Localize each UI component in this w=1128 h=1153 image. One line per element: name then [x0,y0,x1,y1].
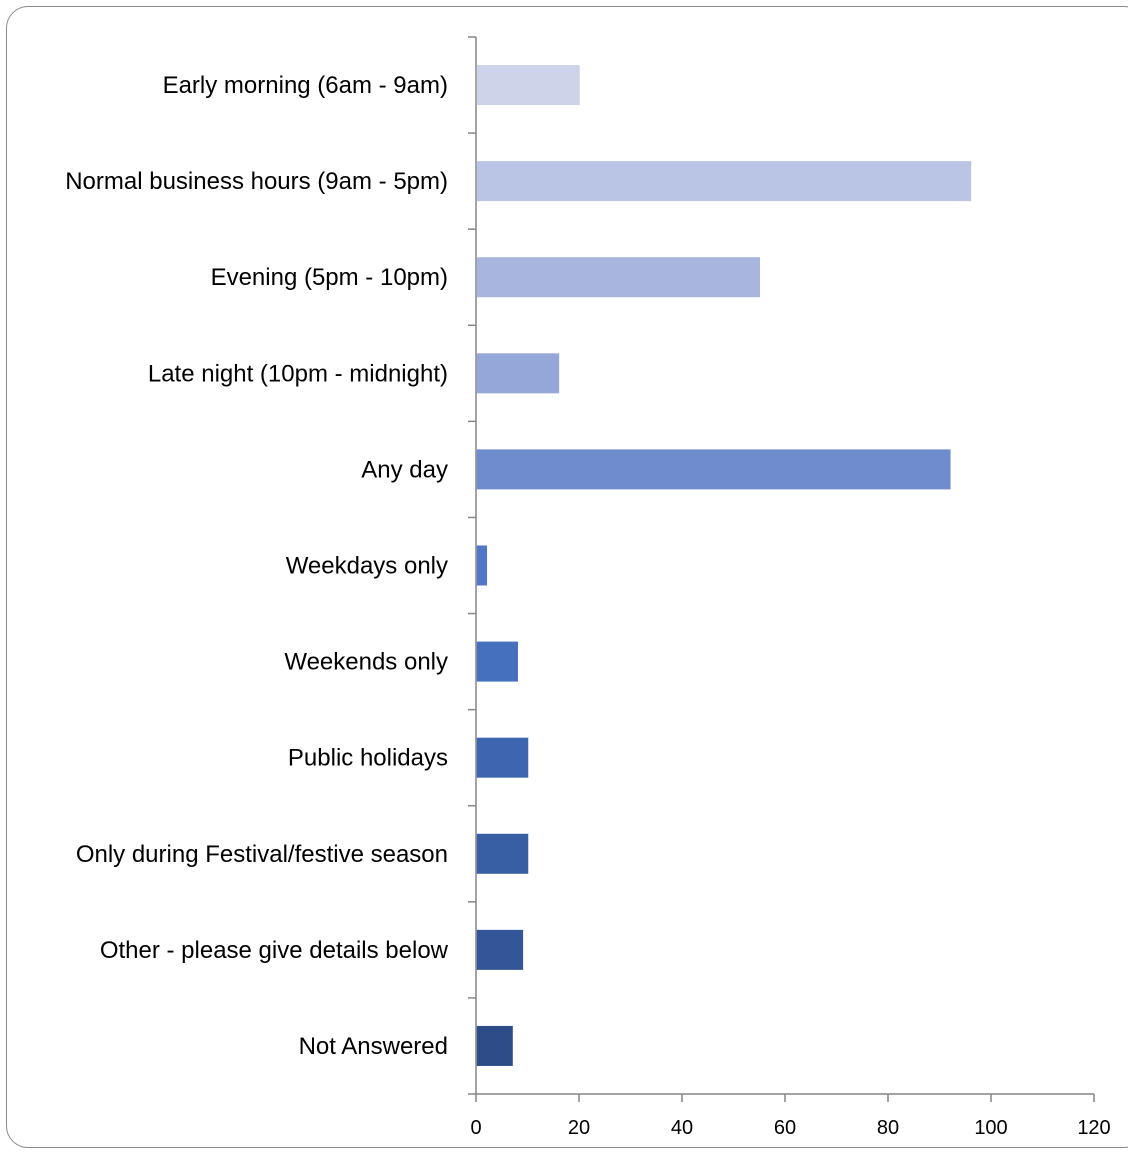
category-label: Any day [361,456,448,483]
bar [476,257,760,298]
axes [468,36,1095,1102]
x-tick-label: 80 [877,1117,899,1139]
category-label: Other - please give details below [100,937,449,964]
bar [476,737,529,778]
category-label: Evening (5pm - 10pm) [211,264,448,291]
category-label: Late night (10pm - midnight) [148,360,448,387]
bar [476,929,524,970]
bar [476,161,972,202]
bar [476,449,951,490]
bar [476,65,580,106]
x-tick-label: 20 [568,1117,590,1139]
category-label: Weekdays only [286,553,448,580]
bar [476,545,488,586]
x-tick-label: 120 [1077,1117,1110,1139]
bar [476,1025,513,1066]
bars [476,65,972,1066]
x-tick-label: 0 [470,1117,481,1139]
category-label: Not Answered [299,1033,448,1060]
x-tick-label: 100 [974,1117,1007,1139]
category-label: Early morning (6am - 9am) [163,72,448,99]
category-label: Only during Festival/festive season [76,841,448,868]
category-label: Weekends only [284,649,448,676]
category-label: Normal business hours (9am - 5pm) [65,168,448,195]
bar [476,833,529,874]
x-tick-label: 60 [774,1117,796,1139]
x-tick-label: 40 [671,1117,693,1139]
bar [476,353,560,394]
category-label: Public holidays [288,745,448,772]
bar [476,641,518,682]
category-labels: Early morning (6am - 9am) Normal business… [65,72,448,1060]
x-tick-labels: 0 20 40 60 80 100 120 [470,1117,1110,1139]
